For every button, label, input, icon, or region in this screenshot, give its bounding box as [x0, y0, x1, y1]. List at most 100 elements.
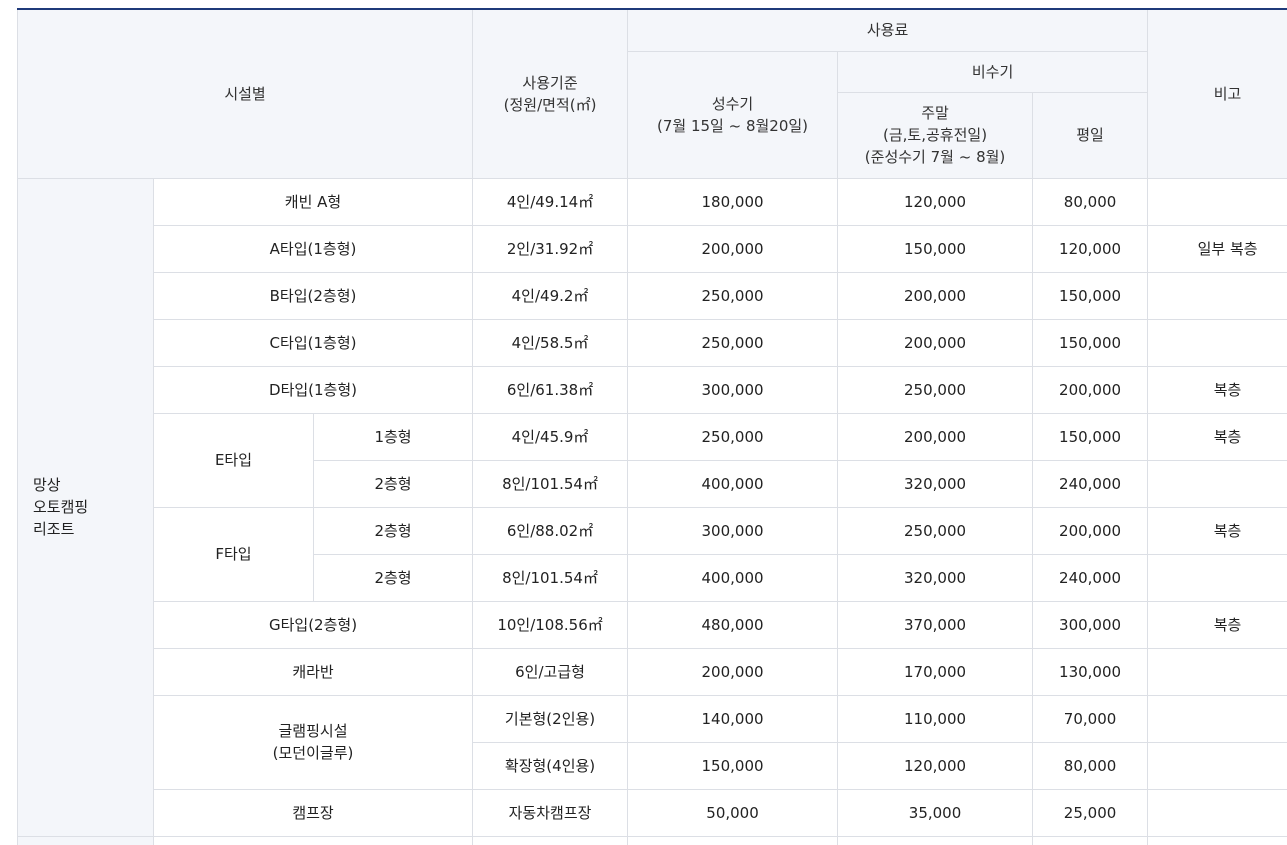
remark-cell — [1147, 553, 1287, 602]
remark-cell: 복층 — [1147, 365, 1287, 414]
peak-fee-cell: 250,000 — [627, 271, 839, 320]
peak-season-header: 성수기 (7월 15일 ~ 8월20일) — [627, 50, 839, 179]
weekend-fee-cell: 250,000 — [837, 506, 1034, 555]
table-row: D타입(1층형) 6인/61.38㎡ 300,000 250,000 200,0… — [18, 365, 1287, 414]
table-row: A타입(1층형) 2인/31.92㎡ 200,000 150,000 120,0… — [18, 224, 1287, 273]
weekend-header-line3: (준성수기 7월 ~ 8월) — [864, 148, 1006, 166]
table-row: 2층형 8인/101.54㎡ 400,000 320,000 240,000 — [18, 459, 1287, 508]
weekday-fee-cell: 240,000 — [1032, 459, 1149, 508]
weekend-fee-cell: 120,000 — [837, 741, 1034, 790]
weekend-fee-cell: 320,000 — [837, 459, 1034, 508]
standard-cell: 확장형(4인용) — [472, 741, 629, 790]
remark-cell — [1147, 177, 1287, 226]
peak-fee-cell — [627, 835, 839, 845]
standard-header: 사용기준 (정원/면적(㎡) — [472, 8, 629, 179]
weekend-fee-cell: 200,000 — [837, 412, 1034, 461]
peak-fee-cell: 300,000 — [627, 365, 839, 414]
weekday-fee-cell — [1032, 835, 1149, 845]
facility-name-cell: D타입(1층형) — [152, 365, 474, 414]
weekend-fee-cell: 170,000 — [837, 647, 1034, 696]
facility-group-cell: 망상 오토캠핑 리조트 — [17, 177, 154, 837]
table-row: 캐라반 6인/고급형 200,000 170,000 130,000 — [18, 647, 1287, 696]
remark-cell: 복층 — [1147, 412, 1287, 461]
facility-group-line1: 망상 — [33, 476, 61, 494]
peak-season-header-line2: (7월 15일 ~ 8월20일) — [657, 116, 809, 135]
peak-fee-cell: 50,000 — [627, 788, 839, 837]
standard-cell: 6인/88.02㎡ — [472, 506, 629, 555]
remark-cell: 복층 — [1147, 506, 1287, 555]
standard-cell — [472, 835, 629, 845]
standard-cell: 2인/31.92㎡ — [472, 224, 629, 273]
facility-subtype-cell: 1층형 — [312, 412, 474, 461]
remark-cell — [1147, 835, 1287, 845]
facility-name-cell — [152, 835, 474, 845]
standard-cell: 4인/58.5㎡ — [472, 318, 629, 367]
weekend-fee-cell: 110,000 — [837, 694, 1034, 743]
weekend-fee-cell: 150,000 — [837, 224, 1034, 273]
table-row: E타입 1층형 4인/45.9㎡ 250,000 200,000 150,000… — [18, 412, 1287, 508]
facility-name-cell: B타입(2층형) — [152, 271, 474, 320]
weekend-fee-cell: 35,000 — [837, 788, 1034, 837]
peak-season-header-line1: 성수기 — [711, 94, 754, 113]
remark-cell: 복층 — [1147, 600, 1287, 649]
off-peak-header: 비수기 — [837, 50, 1149, 93]
standard-header-line2: (정원/면적(㎡) — [503, 95, 597, 114]
weekend-fee-cell: 200,000 — [837, 271, 1034, 320]
weekday-fee-cell: 80,000 — [1032, 177, 1149, 226]
facility-subtype-cell: 2층형 — [312, 553, 474, 602]
weekday-fee-cell: 150,000 — [1032, 412, 1149, 461]
weekday-fee-cell: 150,000 — [1032, 318, 1149, 367]
weekday-fee-cell: 25,000 — [1032, 788, 1149, 837]
peak-fee-cell: 180,000 — [627, 177, 839, 226]
table-body: 망상 오토캠핑 리조트 캐빈 A형 4인/49.14㎡ 180,000 120,… — [17, 177, 1287, 845]
remark-cell — [1147, 318, 1287, 367]
standard-cell: 10인/108.56㎡ — [472, 600, 629, 649]
weekend-fee-cell: 120,000 — [837, 177, 1034, 226]
peak-fee-cell: 150,000 — [627, 741, 839, 790]
weekday-fee-cell: 300,000 — [1032, 600, 1149, 649]
table-row: C타입(1층형) 4인/58.5㎡ 250,000 200,000 150,00… — [18, 318, 1287, 367]
table-row: B타입(2층형) 4인/49.2㎡ 250,000 200,000 150,00… — [18, 271, 1287, 320]
table-row: 글램핑시설 (모던이글루) 기본형(2인용) 140,000 110,000 7… — [18, 694, 1287, 790]
table-header: 시설별 사용기준 (정원/면적(㎡) 사용료 비고 성수기 (7월 15일 ~ … — [16, 8, 1287, 179]
table-row: G타입(2층형) 10인/108.56㎡ 480,000 370,000 300… — [18, 600, 1287, 649]
facility-name-cell: 글램핑시설 (모던이글루) — [152, 694, 474, 790]
facility-name-cell: 캐빈 A형 — [152, 177, 474, 226]
peak-fee-cell: 300,000 — [627, 506, 839, 555]
facility-name-cell: A타입(1층형) — [152, 224, 474, 273]
weekday-fee-cell: 120,000 — [1032, 224, 1149, 273]
facility-header: 시설별 — [16, 8, 474, 179]
weekend-fee-cell: 370,000 — [837, 600, 1034, 649]
peak-fee-cell: 200,000 — [627, 224, 839, 273]
weekday-fee-cell: 80,000 — [1032, 741, 1149, 790]
peak-fee-cell: 140,000 — [627, 694, 839, 743]
peak-fee-cell: 250,000 — [627, 412, 839, 461]
facility-subtype-cell: 2층형 — [312, 459, 474, 508]
peak-fee-cell: 200,000 — [627, 647, 839, 696]
weekday-header: 평일 — [1032, 91, 1149, 179]
facility-group-line2: 오토캠핑 — [33, 498, 89, 516]
remark-cell — [1147, 694, 1287, 743]
standard-cell: 6인/61.38㎡ — [472, 365, 629, 414]
facility-name-cell: G타입(2층형) — [152, 600, 474, 649]
weekday-fee-cell: 200,000 — [1032, 365, 1149, 414]
standard-cell: 4인/45.9㎡ — [472, 412, 629, 461]
standard-cell: 기본형(2인용) — [472, 694, 629, 743]
weekday-fee-cell: 130,000 — [1032, 647, 1149, 696]
weekend-fee-cell: 200,000 — [837, 318, 1034, 367]
usage-fee-table: 시설별 사용기준 (정원/면적(㎡) 사용료 비고 성수기 (7월 15일 ~ … — [16, 8, 1287, 845]
weekend-header-line1: 주말 — [921, 104, 949, 122]
table-row — [17, 835, 1287, 845]
remark-cell — [1147, 271, 1287, 320]
remark-cell — [1147, 788, 1287, 837]
remark-cell: 일부 복층 — [1147, 224, 1287, 273]
glamping-name-line1: 글램핑시설 — [278, 722, 348, 740]
peak-fee-cell: 480,000 — [627, 600, 839, 649]
weekend-header: 주말 (금,토,공휴전일) (준성수기 7월 ~ 8월) — [837, 91, 1034, 179]
facility-name-cell: 캠프장 — [152, 788, 474, 837]
table-row: 캠프장 자동차캠프장 50,000 35,000 25,000 — [18, 788, 1287, 837]
weekday-fee-cell: 70,000 — [1032, 694, 1149, 743]
remark-cell — [1147, 647, 1287, 696]
weekend-fee-cell: 250,000 — [837, 365, 1034, 414]
facility-subtype-cell: 2층형 — [312, 506, 474, 555]
